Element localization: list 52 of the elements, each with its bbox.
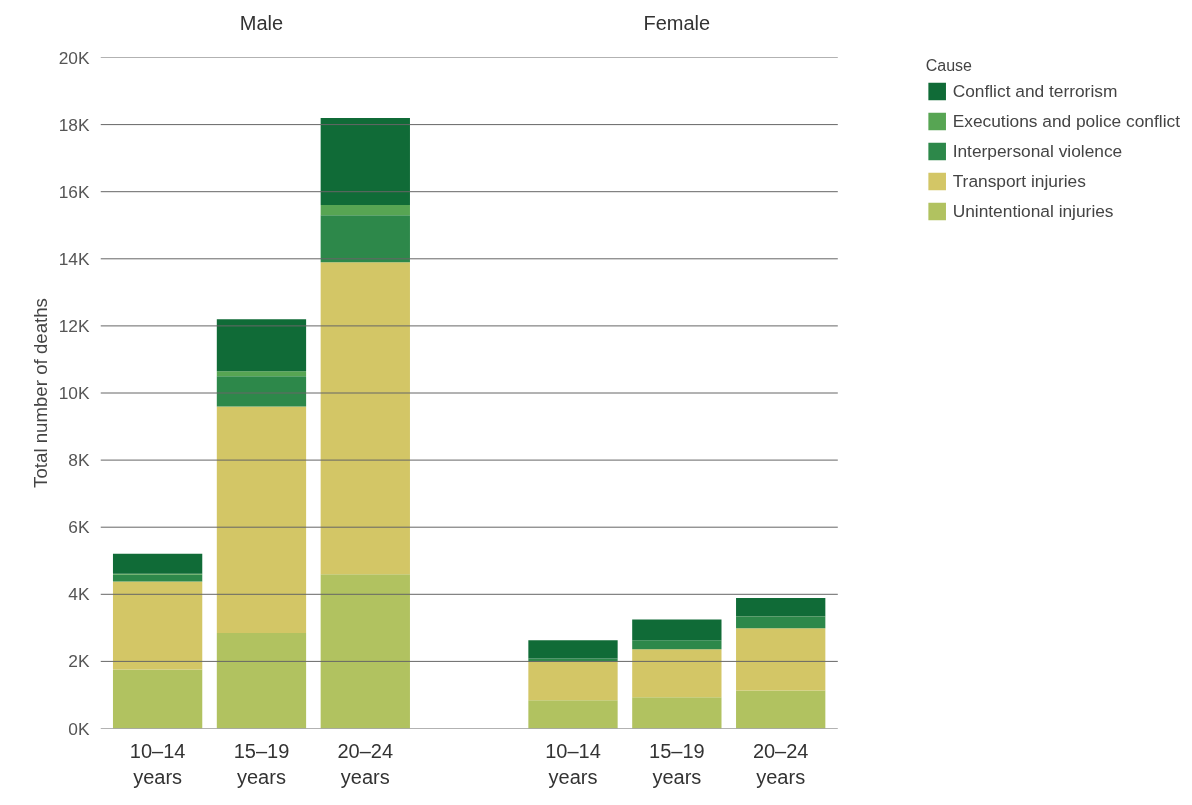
legend-label: Interpersonal violence (952, 140, 1123, 162)
legend-title: Cause (925, 57, 973, 75)
x-tick-label: 10–14 years (129, 739, 186, 788)
y-tick-label: 12K (58, 315, 90, 336)
y-tick-label: 14K (58, 248, 90, 269)
bar (632, 619, 722, 641)
legend-label: Conflict and terrorism (952, 80, 1118, 102)
x-tick-label: 20–24 years (337, 739, 394, 788)
bar (320, 205, 410, 216)
bar (528, 658, 618, 662)
y-tick-label: 6K (68, 517, 90, 538)
legend-label: Transport injuries (952, 170, 1086, 192)
bar (112, 581, 203, 670)
bar (112, 669, 203, 729)
bar (216, 319, 307, 372)
text: Female (643, 12, 711, 34)
bar (320, 215, 410, 263)
bar (216, 371, 307, 377)
y-axis-title: Total number of deaths (29, 298, 51, 488)
bar (112, 574, 203, 582)
legend-label: Executions and police conflict (952, 110, 1180, 132)
x-tick-label: 20–24 years (752, 739, 809, 788)
bar (320, 117, 410, 206)
legend-label: Unintentional injuries (952, 200, 1114, 222)
bar (320, 574, 410, 729)
bar (216, 376, 307, 407)
y-tick-label: 10K (58, 383, 90, 403)
y-tick-label: 20K (58, 47, 90, 68)
y-tick-label: 2K (68, 651, 90, 672)
y-tick-label: 8K (68, 450, 90, 471)
bar (216, 406, 307, 633)
bar (528, 661, 618, 701)
y-tick-label: 18K (58, 114, 90, 135)
y-tick-label: 16K (58, 181, 90, 202)
bar (528, 700, 618, 729)
bar (632, 697, 722, 729)
x-tick-label: 15–19 years (233, 739, 290, 788)
bar (320, 262, 410, 575)
x-tick-label: 15–19 years (649, 739, 705, 788)
bar (736, 597, 826, 617)
bar (632, 649, 722, 698)
y-tick-label: 4K (68, 584, 90, 605)
x-tick-label: 10–14 years (545, 739, 601, 788)
text: Male (239, 12, 284, 34)
bar (736, 617, 826, 629)
bar (632, 640, 722, 650)
bar (736, 628, 826, 691)
y-tick-label: 0K (68, 718, 90, 739)
bar (528, 640, 618, 659)
bar (736, 690, 826, 729)
bar (112, 553, 203, 574)
bar (216, 632, 307, 729)
